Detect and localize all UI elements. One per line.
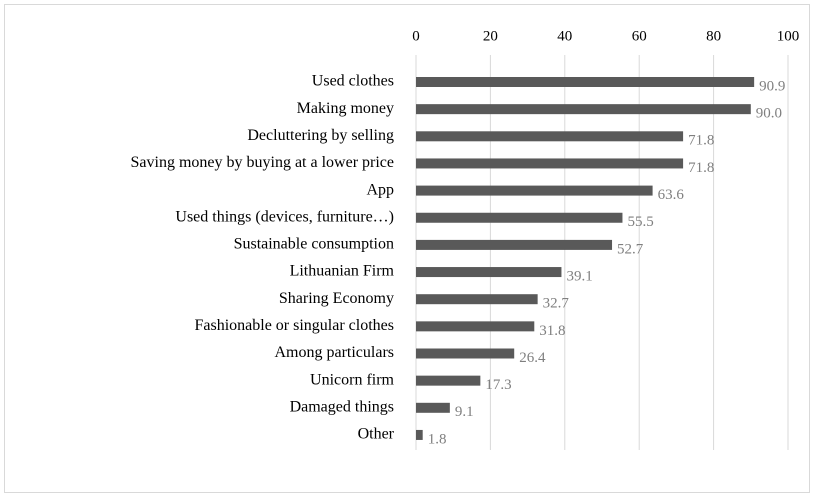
data-label: 71.8 [688,160,714,176]
data-label: 32.7 [543,296,570,312]
y-tick-label: Sharing Economy [279,290,394,307]
y-tick-label: Used things (devices, furniture…) [175,208,394,225]
bar [416,402,450,413]
x-tick-label: 0 [412,28,420,44]
y-tick-label: App [366,181,394,198]
data-label: 26.4 [519,350,546,366]
y-tick-label: Among particulars [274,344,394,361]
data-label: 90.9 [759,78,785,94]
x-tick-label: 40 [557,28,572,44]
data-label: 55.5 [627,214,653,230]
x-tick-label: 60 [632,28,647,44]
data-label: 71.8 [688,133,714,149]
bar [416,158,684,169]
data-label: 63.6 [658,187,685,203]
data-label: 52.7 [617,241,644,257]
y-tick-label: Making money [297,100,394,117]
data-label: 90.0 [756,106,782,122]
bar [416,348,515,359]
data-label: 31.8 [539,323,565,339]
bar [416,212,623,223]
y-tick-label: Unicorn firm [310,371,395,388]
y-tick-label: Used clothes [312,73,394,90]
x-tick-label: 80 [706,28,721,44]
data-label: 39.1 [566,268,592,284]
bar [416,131,684,142]
y-tick-label: Decluttering by selling [247,127,394,144]
bar [416,267,562,278]
y-tick-label: Other [358,426,395,443]
y-tick-label: Damaged things [290,398,394,415]
y-tick-label: Fashionable or singular clothes [194,317,394,334]
x-tick-label: 20 [483,28,498,44]
y-tick-label: Sustainable consumption [234,236,394,253]
bar [416,321,535,332]
bar [416,77,755,87]
bar [416,104,751,115]
bar [416,185,653,196]
data-label: 1.8 [428,431,447,447]
bar [416,294,538,305]
x-tick-label: 100 [777,28,800,44]
bar [416,429,423,440]
data-label: 9.1 [455,404,474,420]
data-label: 17.3 [485,377,511,393]
bar [416,375,481,386]
bar [416,239,613,250]
y-tick-label: Lithuanian Firm [290,263,395,280]
y-tick-label: Saving money by buying at a lower price [131,154,395,171]
